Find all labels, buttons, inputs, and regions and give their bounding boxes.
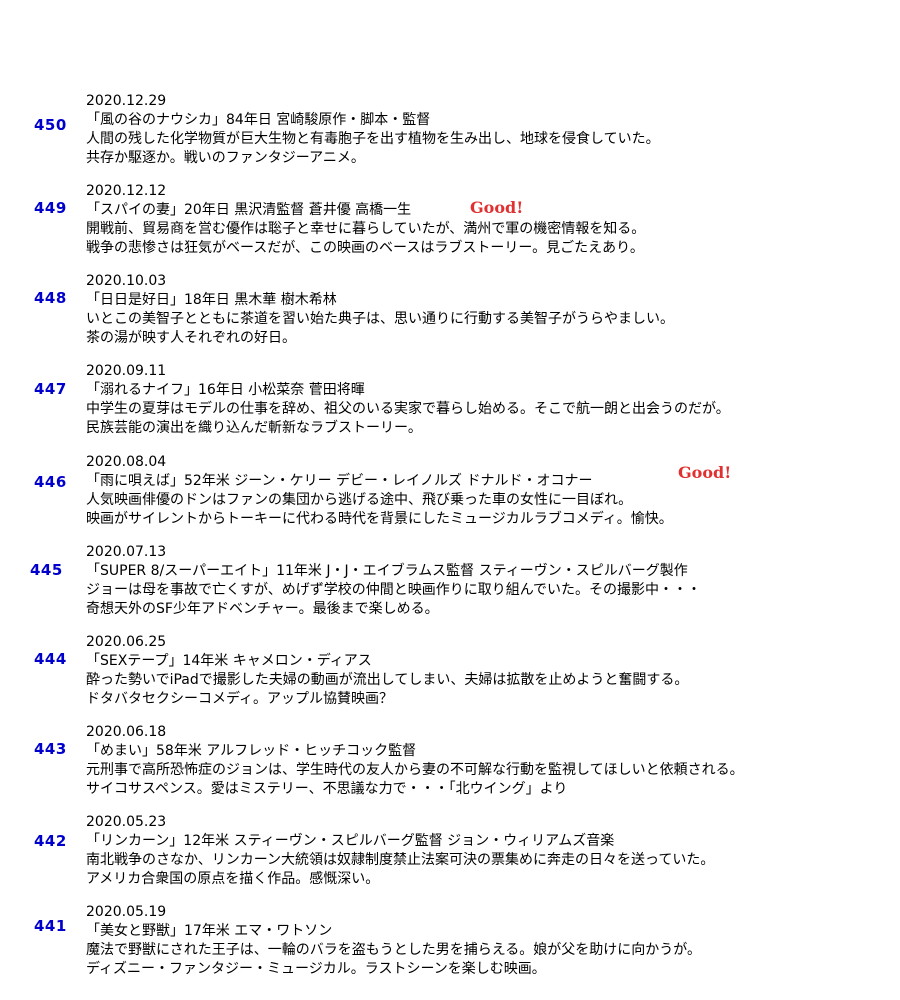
entry-number: 450 (34, 116, 67, 134)
entry-number: 443 (34, 740, 67, 758)
entry-number: 448 (34, 289, 67, 307)
entry-description: 開戦前、貿易商を営む優作は聡子と幸せに暮らしていたが、満州で軍の機密情報を知る。 (86, 221, 646, 237)
entry-number: 446 (34, 473, 67, 491)
entry-description: 南北戦争のさなか、リンカーン大統領は奴隷制度禁止法案可決の票集めに奔走の日々を送… (86, 852, 715, 868)
entry-title: 「SUPER 8/スーパーエイト」11年米 J・J・エイブラムス監督 スティーヴ… (86, 563, 688, 579)
entry-description: 酔った勢いでiPadで撮影した夫婦の動画が流出してしまい、夫婦は拡散を止めようと… (86, 672, 689, 688)
entry-date: 2020.08.04 (86, 454, 167, 470)
entry-number: 445 (30, 561, 63, 579)
entry-description: 映画がサイレントからトーキーに代わる時代を背景にしたミュージカルラブコメディ。愉… (86, 511, 673, 527)
entry-title: 「リンカーン」12年米 スティーヴン・スピルバーグ監督 ジョン・ウィリアムズ音楽 (86, 833, 615, 849)
entry-description: 元刑事で高所恐怖症のジョンは、学生時代の友人から妻の不可解な行動を監視してほしい… (86, 762, 744, 778)
entry-title: 「風の谷のナウシカ」84年日 宮崎駿原作・脚本・監督 (86, 112, 431, 128)
entry-date: 2020.12.12 (86, 183, 167, 199)
entry-title: 「溺れるナイフ」16年日 小松菜奈 菅田将暉 (86, 382, 365, 398)
entry-date: 2020.12.29 (86, 93, 167, 109)
entry-description: 魔法で野獣にされた王子は、一輪のバラを盗もうとした男を捕らえる。娘が父を助けに向… (86, 942, 702, 958)
entry-title: 「美女と野獣」17年米 エマ・ワトソン (86, 923, 333, 939)
entry-date: 2020.06.18 (86, 724, 167, 740)
entry-date: 2020.09.11 (86, 363, 167, 379)
entry-date: 2020.05.19 (86, 904, 167, 920)
entry-description: 民族芸能の演出を織り込んだ斬新なラブストーリー。 (86, 420, 422, 436)
good-badge: Good! (470, 198, 524, 217)
entry-title: 「日日是好日」18年日 黒木華 樹木希林 (86, 292, 337, 308)
entry-title: 「SEXテープ」14年米 キャメロン・ディアス (86, 653, 372, 669)
entry-description: ジョーは母を事故で亡くすが、めげず学校の仲間と映画作りに取り組んでいた。その撮影… (86, 582, 702, 598)
entry-title: 「めまい」58年米 アルフレッド・ヒッチコック監督 (86, 743, 417, 759)
entry-number: 444 (34, 650, 67, 668)
entry-description: 人気映画俳優のドンはファンの集団から逃げる途中、飛び乗った車の女性に一目ぼれ。 (86, 492, 633, 508)
entry-description: 奇想天外のSF少年アドベンチャー。最後まで楽しめる。 (86, 601, 439, 617)
entry-number: 441 (34, 917, 67, 935)
entry-number: 442 (34, 832, 67, 850)
entry-date: 2020.05.23 (86, 814, 167, 830)
good-badge: Good! (678, 463, 732, 482)
entry-description: 中学生の夏芽はモデルの仕事を辞め、祖父のいる実家で暮らし始める。そこで航一朗と出… (86, 401, 730, 417)
entry-date: 2020.07.13 (86, 544, 167, 560)
entry-description: ディズニー・ファンタジー・ミュージカル。ラストシーンを楽しむ映画。 (86, 961, 546, 977)
entry-date: 2020.06.25 (86, 634, 167, 650)
entry-description: 戦争の悲惨さは狂気がベースだが、この映画のベースはラブストーリー。見ごたえあり。 (86, 240, 644, 256)
entry-description: サイコサスペンス。愛はミステリー、不思議な力で・・・「北ウイング」より (86, 781, 568, 797)
entry-date: 2020.10.03 (86, 273, 167, 289)
entry-description: いとこの美智子とともに茶道を習い始た典子は、思い通りに行動する美智子がうらやまし… (86, 311, 674, 327)
entry-description: 茶の湯が映す人それぞれの好日。 (86, 330, 296, 346)
entry-title: 「スパイの妻」20年日 黒沢清監督 蒼井優 高橋一生 (86, 202, 412, 218)
entry-description: ドタバタセクシーコメディ。アップル協賛映画？ (86, 691, 394, 707)
entry-title: 「雨に唄えば」52年米 ジーン・ケリー デビー・レイノルズ ドナルド・オコナー (86, 473, 593, 489)
entry-description: 共存か駆逐か。戦いのファンタジーアニメ。 (86, 150, 365, 166)
entry-description: 人間の残した化学物質が巨大生物と有毒胞子を出す植物を生み出し、地球を侵食していた… (86, 131, 660, 147)
entry-description: アメリカ合衆国の原点を描く作品。感慨深い。 (86, 871, 380, 887)
entry-number: 449 (34, 199, 67, 217)
entry-number: 447 (34, 380, 67, 398)
